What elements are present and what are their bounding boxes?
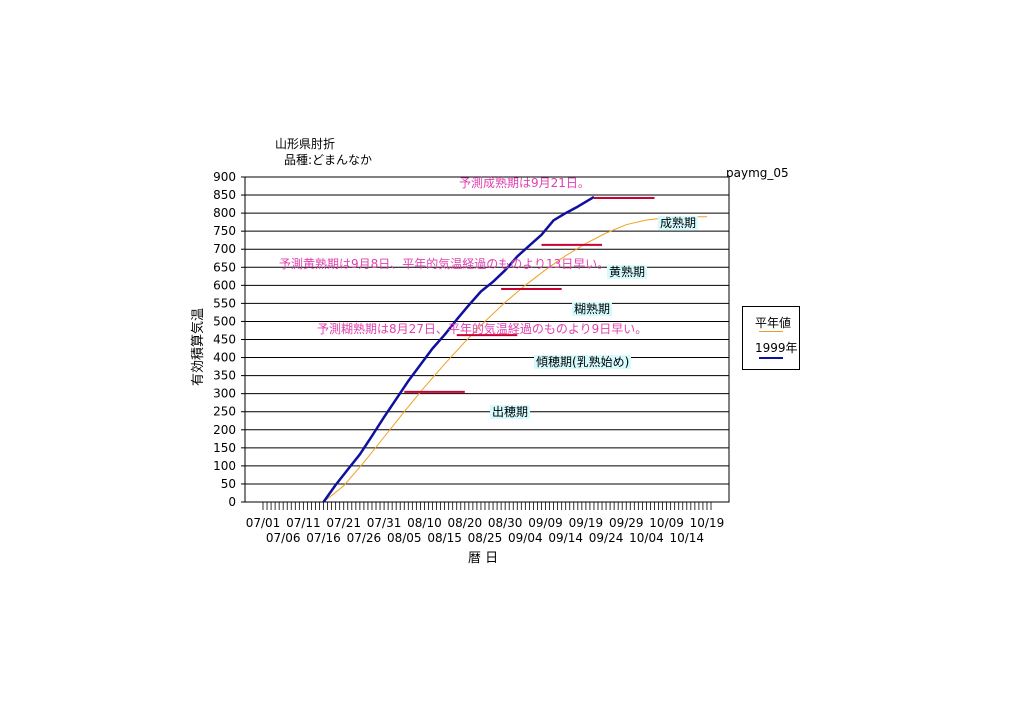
legend-normal-swatch bbox=[759, 331, 783, 332]
y-tick-label: 500 bbox=[213, 314, 236, 328]
x-axis-label: 暦 日 bbox=[468, 551, 499, 566]
y-tick-label: 900 bbox=[213, 170, 236, 184]
phase-paste-label: 糊熟期 bbox=[572, 302, 613, 316]
x-tick-label: 08/05 bbox=[387, 531, 422, 545]
x-tick-label: 07/26 bbox=[347, 531, 382, 545]
x-tick-label: 07/16 bbox=[306, 531, 341, 545]
x-tick-label: 10/04 bbox=[629, 531, 664, 545]
x-tick-label: 07/01 bbox=[246, 516, 281, 530]
x-tick-label: 08/30 bbox=[488, 516, 523, 530]
phase-yellow-label: 黄熟期 bbox=[607, 265, 648, 279]
y-tick-label: 150 bbox=[213, 441, 236, 455]
y-tick-label: 600 bbox=[213, 278, 236, 292]
x-tick-label: 10/14 bbox=[669, 531, 704, 545]
y-tick-label: 700 bbox=[213, 242, 236, 256]
y-tick-label: 750 bbox=[213, 224, 236, 238]
series-normal-line bbox=[323, 216, 707, 503]
phase-mature-label: 成熟期 bbox=[658, 216, 699, 230]
y-tick-label: 850 bbox=[213, 188, 236, 202]
x-tick-label: 09/09 bbox=[528, 516, 563, 530]
series-1999-line bbox=[322, 195, 595, 503]
y-tick-label: 650 bbox=[213, 260, 236, 274]
x-tick-label: 10/19 bbox=[690, 516, 725, 530]
x-tick-label: 09/24 bbox=[589, 531, 624, 545]
y-tick-label: 250 bbox=[213, 405, 236, 419]
x-tick-label: 08/10 bbox=[407, 516, 442, 530]
chart-code-label: paymg_05 bbox=[726, 166, 789, 180]
chart-legend: 平年値 1999年 bbox=[742, 306, 800, 370]
yellow-prediction-annotation: 予測黄熟期は9月8日、平年的気温経過のものより13日早い。 bbox=[279, 257, 610, 271]
x-tick-label: 07/31 bbox=[367, 516, 402, 530]
variety-label: 品種:どまんなか bbox=[284, 153, 373, 167]
x-tick-label: 08/25 bbox=[468, 531, 503, 545]
x-tick-label: 09/04 bbox=[508, 531, 543, 545]
y-tick-label: 100 bbox=[213, 459, 236, 473]
x-tick-label: 08/20 bbox=[448, 516, 483, 530]
x-tick-label: 09/19 bbox=[569, 516, 604, 530]
y-tick-label: 350 bbox=[213, 369, 236, 383]
location-label: 山形県肘折 bbox=[275, 137, 336, 151]
phase-tilting-label: 傾穂期(乳熟始め) bbox=[534, 355, 632, 369]
x-tick-label: 09/14 bbox=[548, 531, 583, 545]
paste-prediction-annotation: 予測糊熟期は8月27日、平年的気温経過のものより9日早い。 bbox=[317, 322, 648, 336]
legend-year-swatch bbox=[759, 357, 783, 359]
x-tick-label: 10/09 bbox=[649, 516, 684, 530]
x-tick-label: 07/11 bbox=[286, 516, 321, 530]
y-tick-label: 550 bbox=[213, 296, 236, 310]
phase-heading-label: 出穂期 bbox=[490, 405, 531, 419]
y-tick-label: 50 bbox=[221, 477, 236, 491]
x-tick-label: 09/29 bbox=[609, 516, 644, 530]
y-tick-label: 0 bbox=[228, 495, 236, 509]
y-tick-label: 300 bbox=[213, 387, 236, 401]
x-tick-label: 08/15 bbox=[427, 531, 462, 545]
y-tick-label: 800 bbox=[213, 206, 236, 220]
y-tick-label: 450 bbox=[213, 333, 236, 347]
legend-year-label: 1999年 bbox=[755, 341, 798, 355]
x-tick-label: 07/06 bbox=[266, 531, 301, 545]
y-tick-label: 200 bbox=[213, 423, 236, 437]
mature-prediction-annotation: 予測成熟期は9月21日。 bbox=[459, 176, 590, 190]
x-tick-label: 07/21 bbox=[326, 516, 361, 530]
y-axis-label: 有効積算気温 bbox=[191, 307, 206, 386]
legend-normal-label: 平年値 bbox=[755, 316, 792, 330]
y-tick-label: 400 bbox=[213, 351, 236, 365]
